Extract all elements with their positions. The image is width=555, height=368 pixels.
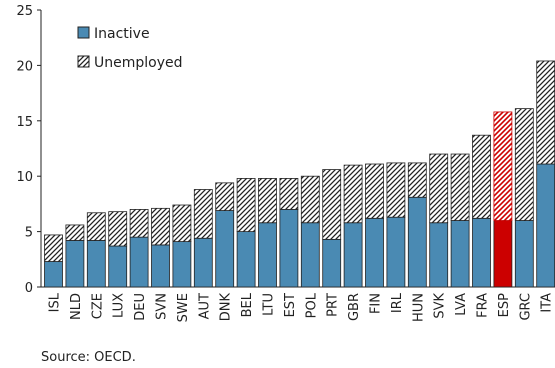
bar-unemployed-deu — [129, 209, 149, 238]
bar-inactive-lux — [108, 245, 128, 288]
x-tick-label-deu: DEU — [133, 293, 148, 321]
x-tick-label-gbr: GBR — [347, 293, 362, 321]
bar-unemployed-fin — [365, 163, 384, 219]
legend: Inactive Unemployed — [77, 26, 183, 71]
x-tick-label-swe: SWE — [176, 293, 191, 322]
bar-inactive-gbr — [343, 222, 363, 288]
x-tick-label-prt: PRT — [326, 293, 341, 317]
bar-unemployed-bel — [236, 178, 256, 232]
bar-inactive-aut — [193, 237, 213, 288]
bar-unemployed-est — [279, 178, 299, 210]
x-tick-label-lva: LVA — [454, 293, 469, 316]
bar-unemployed-cze — [86, 212, 106, 241]
bar-unemployed-ita — [536, 60, 555, 165]
x-tick-label-nld: NLD — [69, 293, 84, 320]
y-tick-label: 15 — [16, 115, 33, 130]
bar-unemployed-irl — [386, 162, 406, 218]
legend-swatch-unemployed — [77, 55, 90, 68]
x-tick-label-est: EST — [283, 293, 298, 317]
bar-inactive-nld — [65, 240, 85, 288]
x-tick-label-esp: ESP — [497, 293, 512, 317]
bar-unemployed-lux — [108, 211, 128, 247]
bar-unemployed-ltu — [258, 178, 277, 224]
y-tick-label: 25 — [16, 4, 33, 19]
x-tick-labels: ISL NLD CZE LUX DEU SVN SWE AUT DNK BEL LTU EST POL P… — [48, 292, 555, 322]
x-tick-label-pol: POL — [304, 292, 319, 318]
bar-unemployed-dnk — [215, 182, 235, 211]
legend-label-unemployed: Unemployed — [94, 55, 183, 71]
bar-inactive-fra — [472, 217, 491, 288]
bar-inactive-ita — [536, 163, 555, 288]
bar-unemployed-aut — [193, 189, 213, 239]
bar-unemployed-svk — [429, 153, 449, 224]
bar-unemployed-prt — [322, 169, 342, 240]
bar-unemployed-nld — [65, 224, 85, 241]
bar-inactive-pol — [300, 222, 320, 288]
x-tick-label-cze: CZE — [90, 293, 105, 319]
bar-unemployed-pol — [300, 175, 320, 224]
y-tick-label: 10 — [16, 170, 33, 185]
bar-unemployed-swe — [172, 204, 192, 242]
bar-inactive-irl — [386, 216, 406, 288]
bar-inactive-swe — [172, 241, 192, 288]
x-tick-label-fin: FIN — [369, 293, 384, 314]
x-tick-label-ltu: LTU — [262, 293, 277, 316]
bar-inactive-esp — [493, 220, 513, 288]
bar-inactive-svn — [151, 244, 170, 288]
source-note: Source: OECD. — [41, 350, 136, 365]
bar-inactive-fin — [365, 217, 384, 288]
x-tick-label-isl: ISL — [48, 292, 63, 312]
x-tick-label-svn: SVN — [155, 293, 170, 320]
bar-inactive-lva — [450, 220, 470, 288]
bar-inactive-bel — [236, 231, 256, 288]
bar-inactive-hun — [407, 196, 427, 288]
x-tick-label-fra: FRA — [476, 293, 491, 318]
bar-inactive-dnk — [215, 210, 235, 288]
bar-unemployed-fra — [472, 134, 491, 219]
legend-label-inactive: Inactive — [94, 26, 150, 42]
bar-inactive-isl — [44, 261, 63, 288]
x-tick-label-svk: SVK — [433, 293, 448, 319]
bar-inactive-cze — [86, 240, 106, 288]
x-tick-label-dnk: DNK — [219, 293, 234, 322]
bar-inactive-deu — [129, 236, 149, 288]
bar-unemployed-isl — [44, 234, 63, 262]
x-tick-label-irl: IRL — [390, 292, 405, 313]
bar-unemployed-grc — [514, 108, 534, 221]
y-tick-label: 0 — [25, 281, 33, 296]
bar-unemployed-gbr — [343, 164, 363, 224]
x-tick-label-grc: GRC — [518, 293, 533, 321]
bar-unemployed-lva — [450, 153, 470, 221]
bars — [44, 60, 555, 288]
legend-swatch-inactive — [77, 26, 90, 39]
bar-inactive-prt — [322, 238, 342, 288]
y-tick-labels: 0 5 10 15 20 25 — [16, 4, 41, 296]
bar-inactive-est — [279, 209, 299, 288]
x-tick-label-aut: AUT — [197, 293, 212, 319]
x-tick-label-ita: ITA — [540, 293, 555, 313]
y-tick-label: 5 — [25, 226, 33, 241]
y-tick-label: 20 — [16, 59, 33, 74]
x-tick-label-bel: BEL — [240, 292, 255, 317]
bar-inactive-svk — [429, 222, 449, 288]
bar-inactive-grc — [514, 220, 534, 288]
bar-unemployed-hun — [407, 162, 427, 198]
x-tick-label-lux: LUX — [112, 293, 127, 318]
bar-unemployed-esp — [493, 111, 513, 221]
bar-unemployed-svn — [151, 207, 170, 246]
x-tick-label-hun: HUN — [411, 293, 426, 322]
bar-inactive-ltu — [258, 222, 277, 288]
